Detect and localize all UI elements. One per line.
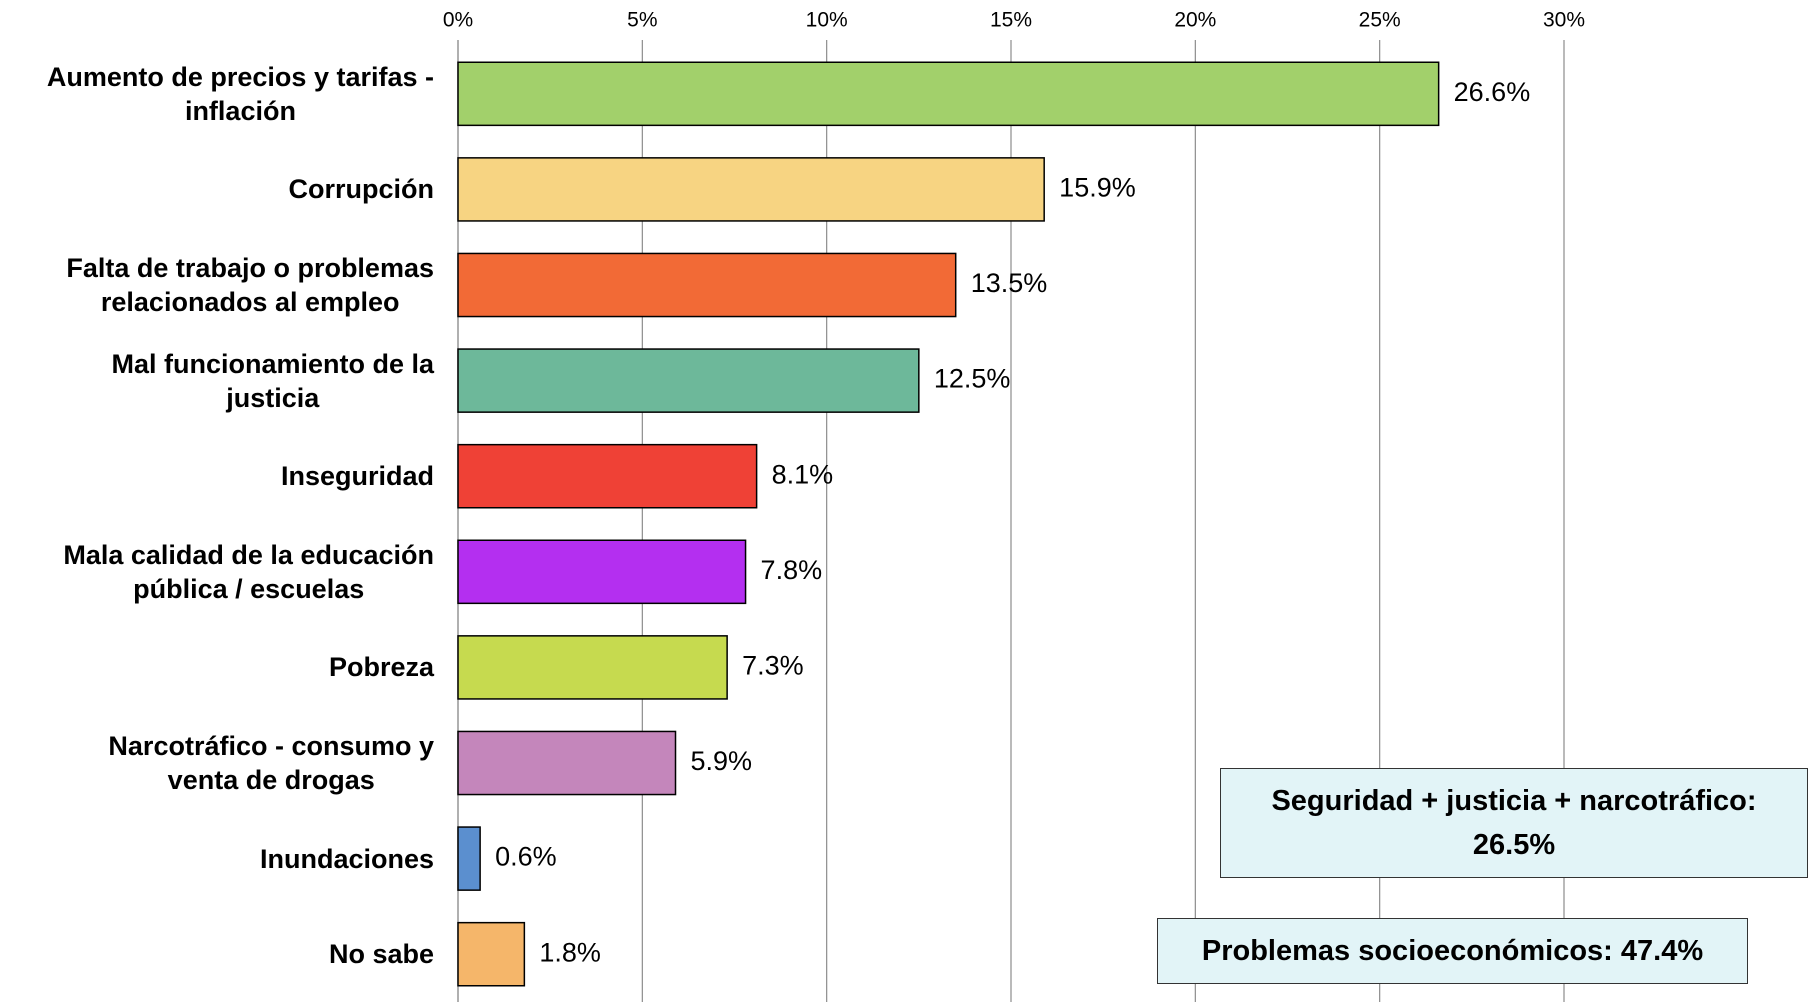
y-tick-label: Mal funcionamiento de la justicia (111, 348, 434, 413)
bar (457, 921, 526, 987)
y-tick-label-box: Corrupción (0, 172, 435, 206)
bar (457, 635, 728, 700)
y-tick-label-box: Falta de trabajo o problemas relacionado… (0, 251, 434, 319)
data-label: 7.3% (742, 651, 804, 681)
y-tick-label: Inseguridad (280, 461, 434, 492)
annotation-box: Problemas socioeconómicos: 47.4% (1157, 918, 1748, 984)
bar (457, 157, 1045, 222)
y-tick-label-box: Mal funcionamiento de la justicia (0, 347, 434, 415)
x-tick-label: 25% (1359, 9, 1401, 32)
data-label: 7.8% (761, 555, 823, 585)
y-tick-label: Corrupción (288, 174, 435, 205)
data-label: 15.9% (1059, 173, 1136, 203)
data-label: 1.8% (539, 937, 601, 967)
data-label: 0.6% (495, 842, 557, 872)
annotation-box: Seguridad + justicia + narcotráfico: 26.… (1220, 768, 1808, 878)
data-label: 13.5% (971, 268, 1048, 298)
y-tick-label-box: Aumento de precios y tarifas - inflación (0, 60, 434, 128)
bar (457, 252, 957, 318)
x-tick-label: 0% (443, 9, 473, 32)
y-tick-label: Mala calidad de la educación pública / e… (63, 539, 434, 604)
bar (457, 443, 758, 509)
y-tick-label-box: Inundaciones (0, 842, 434, 876)
y-tick-label-box: No sabe (0, 937, 434, 971)
y-tick-label: No sabe (328, 939, 434, 970)
y-tick-label: Falta de trabajo o problemas relacionado… (66, 253, 434, 317)
y-tick-label: Aumento de precios y tarifas - inflación (46, 61, 434, 126)
x-tick-label: 20% (1174, 9, 1216, 32)
bar (457, 730, 677, 796)
bar (457, 826, 481, 891)
bar (457, 539, 747, 605)
y-tick-label: Pobreza (328, 652, 434, 683)
data-label: 8.1% (772, 459, 834, 489)
x-tick-label: 5% (627, 9, 657, 32)
x-tick-label: 30% (1543, 9, 1585, 32)
bar (457, 61, 1440, 127)
y-tick-label: Inundaciones (259, 843, 434, 874)
data-label: 5.9% (691, 746, 753, 776)
x-tick-label: 15% (990, 9, 1032, 32)
x-tick-label: 10% (806, 9, 848, 32)
bar (457, 348, 920, 413)
y-tick-label-box: Pobreza (0, 650, 434, 684)
data-label: 26.6% (1454, 77, 1531, 107)
y-tick-label-box: Inseguridad (0, 459, 434, 493)
y-tick-label-box: Mala calidad de la educación pública / e… (0, 538, 434, 606)
y-tick-label: Narcotráfico - consumo y venta de drogas (108, 731, 434, 795)
y-tick-label-box: Narcotráfico - consumo y venta de drogas (0, 729, 434, 797)
data-label: 12.5% (934, 364, 1011, 394)
